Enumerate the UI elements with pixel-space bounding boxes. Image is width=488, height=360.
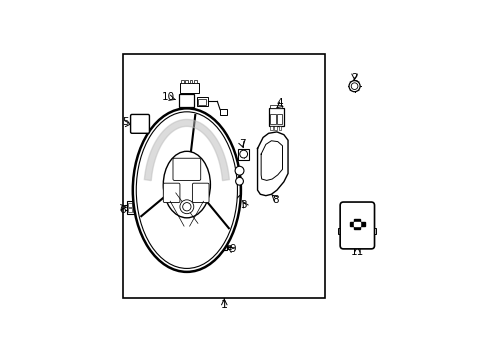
- Circle shape: [348, 81, 359, 92]
- Polygon shape: [349, 219, 365, 229]
- FancyBboxPatch shape: [192, 183, 208, 203]
- Text: 9: 9: [229, 244, 235, 255]
- Ellipse shape: [136, 112, 237, 269]
- Bar: [238, 149, 249, 159]
- Bar: [270, 114, 275, 124]
- Bar: [269, 126, 272, 130]
- Bar: [188, 107, 191, 112]
- Bar: [196, 97, 207, 105]
- Ellipse shape: [163, 151, 210, 218]
- Text: 11: 11: [350, 247, 363, 257]
- Bar: [198, 244, 206, 249]
- Bar: [276, 114, 282, 124]
- Bar: [370, 228, 375, 234]
- Circle shape: [183, 203, 191, 211]
- Text: 2: 2: [350, 73, 357, 82]
- Text: 10: 10: [162, 92, 175, 102]
- Circle shape: [350, 83, 357, 90]
- Bar: [338, 228, 343, 234]
- Bar: [198, 99, 206, 105]
- Bar: [127, 201, 138, 214]
- Bar: [268, 108, 284, 126]
- Bar: [123, 54, 325, 298]
- FancyBboxPatch shape: [173, 158, 200, 180]
- Text: 1: 1: [220, 300, 227, 310]
- Text: 8: 8: [272, 195, 278, 205]
- Text: 7: 7: [239, 139, 245, 149]
- Text: 3: 3: [240, 201, 247, 210]
- Bar: [183, 223, 191, 230]
- Bar: [213, 244, 226, 250]
- Bar: [133, 203, 136, 207]
- FancyBboxPatch shape: [340, 202, 374, 249]
- Bar: [140, 125, 146, 130]
- Text: 6: 6: [119, 204, 125, 215]
- Bar: [220, 109, 226, 115]
- Circle shape: [180, 200, 193, 214]
- Bar: [181, 80, 183, 84]
- Polygon shape: [144, 120, 229, 181]
- Bar: [179, 107, 183, 112]
- Bar: [133, 125, 140, 130]
- Bar: [227, 245, 230, 249]
- Bar: [227, 245, 230, 249]
- Circle shape: [235, 177, 243, 185]
- Bar: [180, 84, 199, 93]
- Bar: [178, 94, 193, 107]
- Bar: [274, 126, 276, 130]
- Ellipse shape: [133, 108, 241, 272]
- Bar: [227, 245, 230, 249]
- Text: 4: 4: [276, 98, 283, 108]
- Bar: [231, 201, 238, 205]
- Bar: [128, 203, 131, 207]
- Bar: [194, 80, 197, 84]
- Bar: [183, 107, 187, 112]
- Polygon shape: [354, 222, 360, 226]
- Circle shape: [235, 166, 244, 175]
- Bar: [133, 208, 136, 212]
- Text: 5: 5: [122, 117, 128, 127]
- Bar: [278, 126, 281, 130]
- Bar: [128, 208, 131, 212]
- Circle shape: [239, 150, 247, 158]
- Bar: [269, 105, 282, 108]
- FancyBboxPatch shape: [130, 114, 149, 133]
- Bar: [185, 80, 187, 84]
- Bar: [133, 118, 140, 123]
- Bar: [189, 80, 192, 84]
- Bar: [140, 118, 146, 123]
- FancyBboxPatch shape: [163, 183, 180, 203]
